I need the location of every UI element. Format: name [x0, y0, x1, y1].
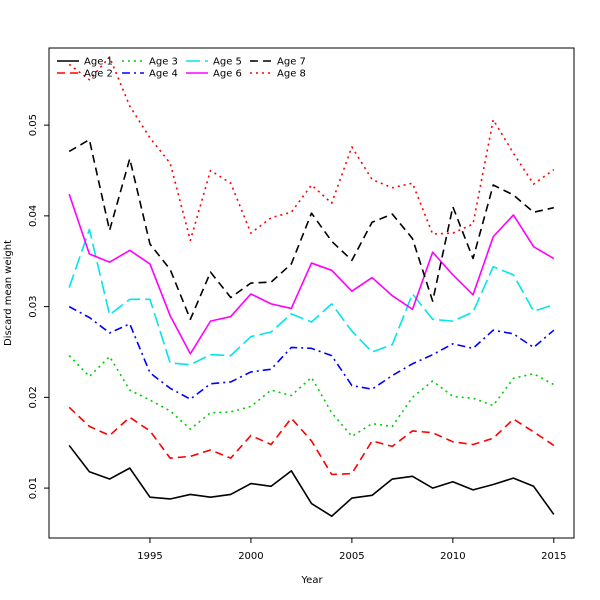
y-axis: 0.01 0.02 0.03 0.04 0.05 — [28, 114, 49, 499]
y-tick-label: 0.01 — [28, 477, 39, 499]
y-tick-label: 0.03 — [28, 295, 39, 317]
series-layer — [68, 56, 555, 518]
series-line-age-1 — [68, 444, 555, 518]
legend-label-age-3: Age 3 — [149, 57, 178, 68]
legend-label-age-1: Age 1 — [84, 57, 113, 68]
series-line-age-7 — [68, 138, 554, 321]
legend-label-age-4: Age 4 — [149, 69, 178, 80]
x-tick-label: 2010 — [440, 551, 465, 562]
legend-label-age-7: Age 7 — [277, 57, 306, 68]
legend-label-age-8: Age 8 — [277, 69, 306, 80]
legend-label-age-5: Age 5 — [213, 57, 242, 68]
x-tick-label: 1995 — [137, 551, 162, 562]
series-line-age-4 — [68, 305, 555, 400]
x-tick-label: 2000 — [238, 551, 263, 562]
x-axis-label: Year — [300, 575, 323, 586]
legend-label-age-6: Age 6 — [213, 69, 242, 80]
series-line-age-2 — [68, 406, 555, 476]
series-line-age-5 — [68, 228, 555, 366]
legend-label-age-2: Age 2 — [84, 69, 113, 80]
y-tick-label: 0.02 — [28, 386, 39, 408]
y-tick-label: 0.04 — [28, 205, 39, 227]
y-axis-label: Discard mean weight — [3, 240, 14, 346]
x-axis: 1995 2000 2005 2010 2015 — [137, 538, 567, 562]
y-tick-label: 0.05 — [28, 114, 39, 136]
x-tick-label: 2015 — [541, 551, 566, 562]
x-tick-label: 2005 — [339, 551, 364, 562]
plot-frame — [48, 47, 575, 539]
series-line-age-6 — [68, 193, 555, 355]
